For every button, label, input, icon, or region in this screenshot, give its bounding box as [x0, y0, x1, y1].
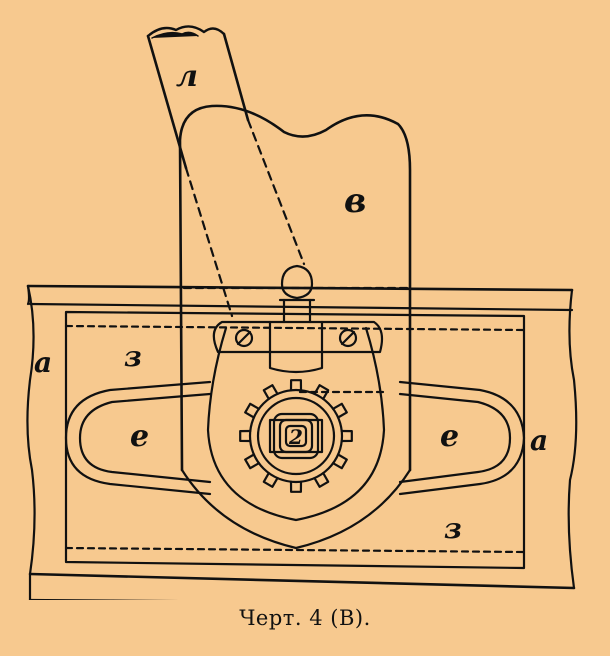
plate — [178, 104, 412, 550]
label-rail-right: a — [530, 424, 548, 457]
mechanism-drawing: л в з з a a e e 2 — [26, 25, 578, 600]
elongated-slot — [64, 380, 526, 496]
gear-tooth — [239, 429, 252, 443]
label-frame-top: з — [124, 340, 142, 373]
label-frame-bottom: з — [444, 512, 462, 545]
handle — [146, 25, 306, 318]
gear-tooth — [262, 472, 279, 488]
label-slot-left: e — [130, 419, 149, 454]
label-rail-left: a — [34, 346, 52, 379]
inner-frame — [64, 310, 526, 570]
gear-tooth — [244, 453, 260, 470]
label-plate: в — [344, 181, 366, 221]
gear-tooth — [289, 480, 303, 493]
gear-tooth — [332, 402, 348, 419]
gear-tooth — [244, 402, 260, 419]
gear-tooth — [262, 384, 279, 400]
label-handle: л — [176, 59, 198, 94]
gear-tooth — [313, 472, 330, 488]
gear-tooth — [332, 453, 348, 470]
gear-tooth — [313, 384, 330, 400]
gear-tooth — [340, 429, 353, 443]
cam — [206, 264, 386, 522]
label-slot-right: e — [440, 419, 459, 454]
gear-tooth — [289, 379, 303, 392]
figure-caption: Черт. 4 (В). — [239, 606, 371, 630]
label-center: 2 — [288, 425, 303, 449]
gear-hub — [239, 379, 353, 493]
